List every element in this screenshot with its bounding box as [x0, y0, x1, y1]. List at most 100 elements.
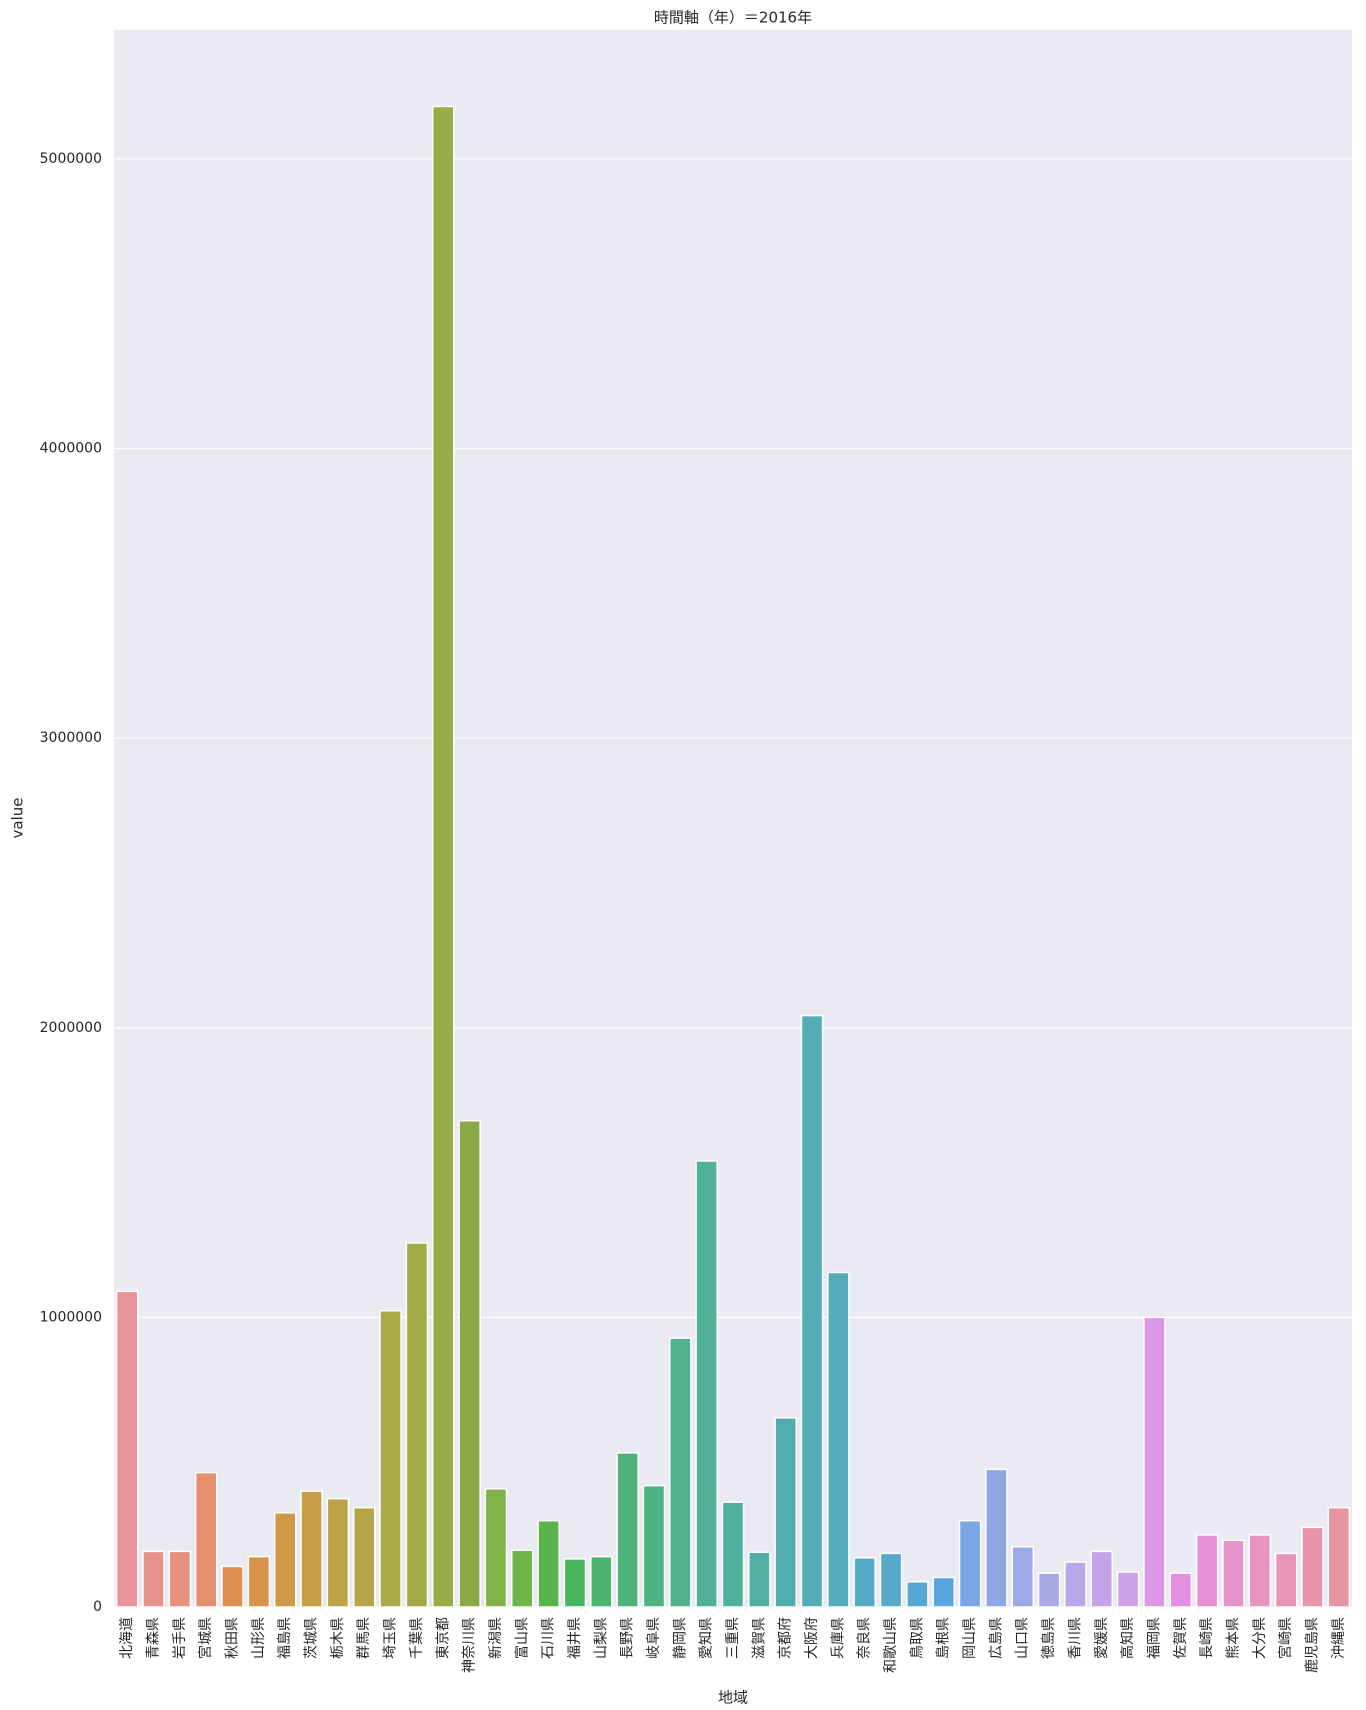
- y-tick-label: 5000000: [40, 151, 102, 167]
- y-tick-label: 4000000: [40, 441, 102, 457]
- bar: [405, 1242, 429, 1608]
- x-tick-label: 宮崎県: [1278, 1617, 1294, 1659]
- bar: [115, 1290, 139, 1608]
- bar: [958, 1519, 982, 1608]
- x-tick-label: 高知県: [1119, 1617, 1136, 1659]
- x-tick-label: 岐阜県: [645, 1617, 662, 1659]
- bar: [1248, 1534, 1272, 1608]
- y-tick-label: 2000000: [40, 1020, 102, 1036]
- bar: [1064, 1561, 1087, 1608]
- bar: [379, 1309, 402, 1608]
- x-tick-label: 京都府: [778, 1617, 794, 1659]
- bar: [695, 1160, 718, 1608]
- bar: [1090, 1550, 1114, 1608]
- bar: [879, 1552, 903, 1608]
- bar: [800, 1014, 824, 1608]
- x-tick-label: 愛知県: [698, 1617, 715, 1659]
- bar: [616, 1452, 639, 1608]
- x-tick-label: 長野県: [620, 1617, 636, 1659]
- bar: [1037, 1572, 1061, 1608]
- x-tick-label: 北海道: [119, 1617, 135, 1659]
- x-tick-label: 山口県: [1015, 1617, 1031, 1659]
- bar: [431, 105, 455, 1608]
- x-tick-label: 秋田県: [225, 1617, 241, 1659]
- bar: [1301, 1526, 1324, 1608]
- x-tick-label: 熊本県: [1225, 1617, 1241, 1659]
- x-tick-label: 神奈川県: [462, 1617, 478, 1673]
- x-tick-label: 石川県: [541, 1617, 557, 1659]
- x-tick-label: 大阪府: [804, 1617, 820, 1659]
- bar: [300, 1490, 323, 1608]
- bar: [484, 1488, 508, 1608]
- x-tick-label: 福島県: [277, 1617, 293, 1659]
- y-tick-label: 3000000: [40, 730, 102, 746]
- x-tick-label: 和歌山県: [883, 1617, 899, 1673]
- bar: [1274, 1552, 1298, 1608]
- x-tick-label: 青森県: [146, 1617, 162, 1659]
- x-tick-label: 香川県: [1067, 1617, 1083, 1659]
- bar: [458, 1119, 481, 1608]
- bar: [1143, 1316, 1166, 1608]
- x-tick-label: 福井県: [567, 1617, 583, 1659]
- x-tick-label: 沖縄県: [1331, 1617, 1347, 1659]
- x-axis-label: 地域: [718, 1689, 748, 1707]
- x-tick-label: 富山県: [513, 1617, 530, 1659]
- x-tick-label: 山梨県: [593, 1617, 609, 1659]
- x-tick-label: 岡山県: [962, 1617, 978, 1659]
- x-tick-label: 滋賀県: [751, 1617, 767, 1659]
- x-tick-label: 佐賀県: [1173, 1617, 1189, 1659]
- x-tick-label: 鹿児島県: [1303, 1617, 1320, 1673]
- x-tick-label: 茨城県: [304, 1617, 320, 1659]
- x-tick-label: 千葉県: [409, 1617, 425, 1659]
- bar: [194, 1471, 218, 1608]
- x-tick-label: 福岡県: [1146, 1617, 1162, 1659]
- x-tick-label: 岩手県: [172, 1617, 188, 1659]
- bar: [326, 1497, 350, 1608]
- bar: [932, 1576, 956, 1608]
- bar: [1116, 1571, 1140, 1608]
- bar: [774, 1417, 797, 1608]
- x-tick-label: 新潟県: [488, 1617, 504, 1659]
- x-tick-label: 栃木県: [330, 1617, 346, 1659]
- x-tick-label: 愛媛県: [1094, 1617, 1110, 1659]
- bar: [1222, 1539, 1245, 1608]
- bar: [247, 1555, 271, 1608]
- x-tick-label: 埼玉県: [383, 1617, 399, 1659]
- bar: [510, 1549, 534, 1608]
- x-tick-label: 兵庫県: [829, 1617, 846, 1659]
- bar: [748, 1551, 771, 1608]
- bar: [1011, 1546, 1035, 1608]
- bar: [1327, 1506, 1351, 1608]
- bar: [906, 1581, 929, 1608]
- x-tick-label: 島根県: [936, 1617, 952, 1659]
- bar: [642, 1484, 666, 1608]
- bar: [827, 1271, 850, 1608]
- x-tick-label: 鳥取県: [909, 1617, 925, 1659]
- x-tick-label: 大分県: [1252, 1617, 1268, 1659]
- bar: [590, 1555, 613, 1608]
- x-tick-label: 徳島県: [1041, 1617, 1057, 1659]
- y-tick-label: 0: [93, 1599, 102, 1615]
- y-axis-label: value: [9, 798, 27, 839]
- x-tick-label: 長崎県: [1199, 1617, 1215, 1659]
- bar: [853, 1557, 876, 1608]
- chart-title: 時間軸（年）＝2016年: [654, 9, 812, 27]
- bar: [142, 1550, 165, 1608]
- bar: [669, 1337, 692, 1608]
- x-tick-label: 静岡県: [672, 1617, 688, 1659]
- y-tick-label: 1000000: [40, 1309, 102, 1325]
- x-tick-label: 広島県: [988, 1617, 1004, 1659]
- x-tick-label: 東京都: [435, 1617, 451, 1659]
- bar: [221, 1565, 244, 1608]
- bar: [563, 1558, 587, 1608]
- plot-area: [114, 30, 1352, 1607]
- bar: [985, 1468, 1008, 1608]
- x-tick-label: 三重県: [725, 1617, 741, 1659]
- x-tick-label: 群馬県: [356, 1617, 372, 1659]
- bar: [1195, 1534, 1219, 1608]
- x-tick-label: 奈良県: [857, 1617, 873, 1659]
- bar: [1169, 1572, 1193, 1608]
- bar: [537, 1519, 560, 1608]
- bar: [168, 1550, 192, 1608]
